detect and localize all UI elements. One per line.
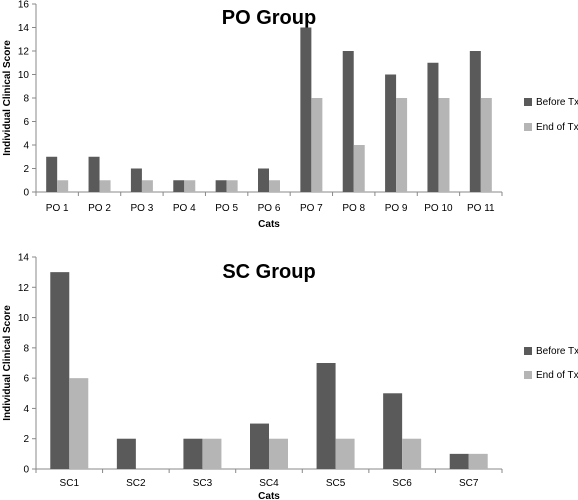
x-tick-label: SC5 xyxy=(326,478,346,489)
x-tick-label: SC4 xyxy=(259,478,279,489)
bar-before-tx xyxy=(88,156,100,192)
y-tick-label: 6 xyxy=(23,117,29,128)
y-tick-label: 12 xyxy=(18,47,30,58)
x-tick-label: PO 9 xyxy=(385,203,408,214)
bar-end-of-tx xyxy=(141,180,153,192)
bar-before-tx xyxy=(385,74,397,192)
bar-end-of-tx xyxy=(269,438,288,469)
x-tick-label: PO 11 xyxy=(467,203,495,214)
chart-title: PO Group xyxy=(222,7,316,29)
y-tick-label: 16 xyxy=(18,0,30,11)
po-group-chart: PO Group 0 2 4 6 8 10 12 14 16 PO 1 PO 2 PO 3 PO 4 PO … xyxy=(2,0,578,230)
legend-swatch xyxy=(524,371,532,379)
bar-end-of-tx xyxy=(184,180,196,192)
y-tick-label: 8 xyxy=(23,343,29,354)
x-tick-label: PO 4 xyxy=(173,203,196,214)
bar-before-tx xyxy=(383,393,403,469)
bar-before-tx xyxy=(258,168,269,192)
bar-before-tx xyxy=(116,438,136,469)
x-tick-label: PO 10 xyxy=(424,203,453,214)
x-tick-label: SC2 xyxy=(126,478,146,489)
bar-end-of-tx xyxy=(57,180,69,192)
bar-end-of-tx xyxy=(468,453,488,469)
x-tick-label: SC7 xyxy=(459,478,479,489)
legend-swatch xyxy=(524,98,532,106)
legend-label: Before Tx xyxy=(536,97,578,108)
bar-before-tx xyxy=(316,363,336,469)
legend-swatch xyxy=(524,123,532,131)
y-tick-label: 10 xyxy=(18,313,30,324)
legend-label: End of Tx xyxy=(536,122,578,133)
x-tick-label: PO 5 xyxy=(215,203,238,214)
bar-before-tx xyxy=(449,453,469,469)
bar-end-of-tx xyxy=(438,98,450,192)
sc-group-chart: SC Group 0 2 4 6 8 10 12 14 SC1 SC2 SC3 SC4 SC5 SC6 SC7… xyxy=(2,253,578,500)
bar-end-of-tx xyxy=(99,180,111,192)
y-tick-label: 14 xyxy=(18,23,30,34)
bar-end-of-tx xyxy=(202,438,222,469)
bar-before-tx xyxy=(300,27,312,192)
chart-title: SC Group xyxy=(222,261,315,283)
y-tick-label: 0 xyxy=(23,465,29,476)
bar-before-tx xyxy=(215,180,227,192)
x-tick-label: PO 3 xyxy=(131,203,154,214)
y-tick-label: 4 xyxy=(23,404,29,415)
legend-label: Before Tx xyxy=(536,346,578,357)
bar-before-tx xyxy=(427,62,439,192)
bar-before-tx xyxy=(342,51,354,192)
x-axis-label: Cats xyxy=(258,219,280,230)
bar-before-tx xyxy=(173,180,185,192)
bar-end-of-tx xyxy=(69,378,89,469)
x-tick-label: PO 8 xyxy=(342,203,365,214)
legend-label: End of Tx xyxy=(536,370,578,381)
y-tick-label: 14 xyxy=(18,253,30,264)
y-axis-label: Individual Clinical Score xyxy=(2,40,13,156)
x-tick-label: PO 7 xyxy=(300,203,323,214)
bar-before-tx xyxy=(250,423,269,469)
bar-end-of-tx xyxy=(353,145,365,192)
y-tick-label: 0 xyxy=(23,188,29,199)
x-tick-label: PO 1 xyxy=(46,203,69,214)
y-tick-label: 4 xyxy=(23,141,29,152)
bar-end-of-tx xyxy=(396,98,408,192)
bar-end-of-tx xyxy=(402,438,422,469)
bar-before-tx xyxy=(130,168,142,192)
bar-end-of-tx xyxy=(226,180,238,192)
legend-swatch xyxy=(524,347,532,355)
y-tick-label: 8 xyxy=(23,94,29,105)
y-tick-label: 10 xyxy=(18,70,30,81)
bar-before-tx xyxy=(50,272,70,469)
y-tick-label: 6 xyxy=(23,374,29,385)
y-tick-label: 2 xyxy=(23,164,29,175)
bar-end-of-tx xyxy=(480,98,492,192)
x-axis-label: Cats xyxy=(258,491,280,500)
bar-before-tx xyxy=(469,51,481,192)
x-tick-label: SC3 xyxy=(193,478,213,489)
x-tick-label: PO 6 xyxy=(258,203,281,214)
y-tick-label: 2 xyxy=(23,434,29,445)
bar-before-tx xyxy=(183,438,203,469)
x-tick-label: SC6 xyxy=(392,478,412,489)
bar-end-of-tx xyxy=(311,98,323,192)
x-tick-label: SC1 xyxy=(60,478,80,489)
y-axis-label: Individual Clinical Score xyxy=(2,305,13,421)
x-tick-label: PO 2 xyxy=(88,203,111,214)
bar-end-of-tx xyxy=(269,180,280,192)
bar-end-of-tx xyxy=(335,438,355,469)
bar-before-tx xyxy=(46,156,58,192)
y-tick-label: 12 xyxy=(18,283,30,294)
